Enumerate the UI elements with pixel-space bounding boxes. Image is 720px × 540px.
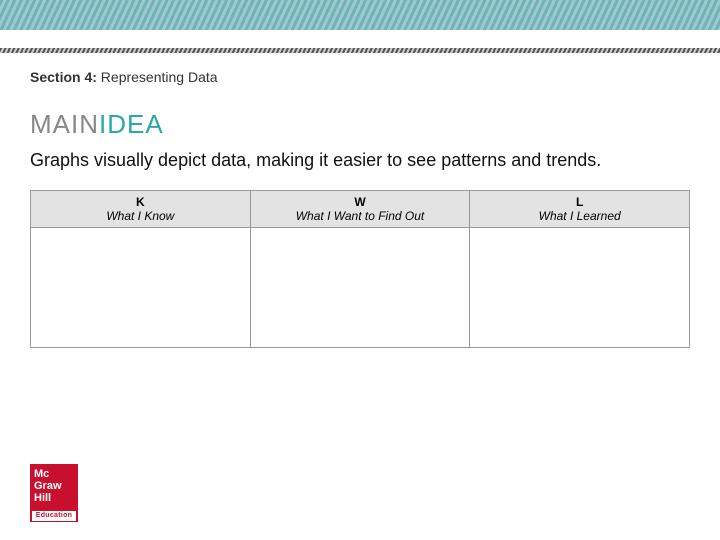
col-letter: K xyxy=(33,195,248,209)
main-idea-heading: MAINIDEA xyxy=(30,109,720,140)
cell-w xyxy=(250,228,470,348)
logo-footer: Education xyxy=(32,511,76,521)
logo-line1: Mc xyxy=(34,468,49,480)
body-paragraph: Graphs visually depict data, making it e… xyxy=(30,148,690,172)
section-title-text: Representing Data xyxy=(101,69,218,85)
cell-k xyxy=(31,228,251,348)
col-sub: What I Learned xyxy=(472,209,687,223)
col-header-k: K What I Know xyxy=(31,191,251,228)
idea-word: IDEA xyxy=(99,109,164,139)
kwl-table: K What I Know W What I Want to Find Out … xyxy=(30,190,690,348)
col-header-w: W What I Want to Find Out xyxy=(250,191,470,228)
logo-line3: Hill xyxy=(34,492,51,504)
section-heading: Section 4: Representing Data xyxy=(30,69,720,85)
col-letter: L xyxy=(472,195,687,209)
publisher-logo: Mc Graw Hill Education xyxy=(30,464,78,522)
logo-line2: Graw xyxy=(34,480,62,492)
col-sub: What I Know xyxy=(33,209,248,223)
cell-l xyxy=(470,228,690,348)
main-word: MAIN xyxy=(30,109,99,139)
table-header-row: K What I Know W What I Want to Find Out … xyxy=(31,191,690,228)
col-header-l: L What I Learned xyxy=(470,191,690,228)
logo-brand: Mc Graw Hill xyxy=(34,468,74,504)
top-decorative-band xyxy=(0,0,720,30)
underline-stripe xyxy=(0,48,720,53)
col-sub: What I Want to Find Out xyxy=(253,209,468,223)
section-label: Section 4: xyxy=(30,69,97,85)
col-letter: W xyxy=(253,195,468,209)
table-body-row xyxy=(31,228,690,348)
